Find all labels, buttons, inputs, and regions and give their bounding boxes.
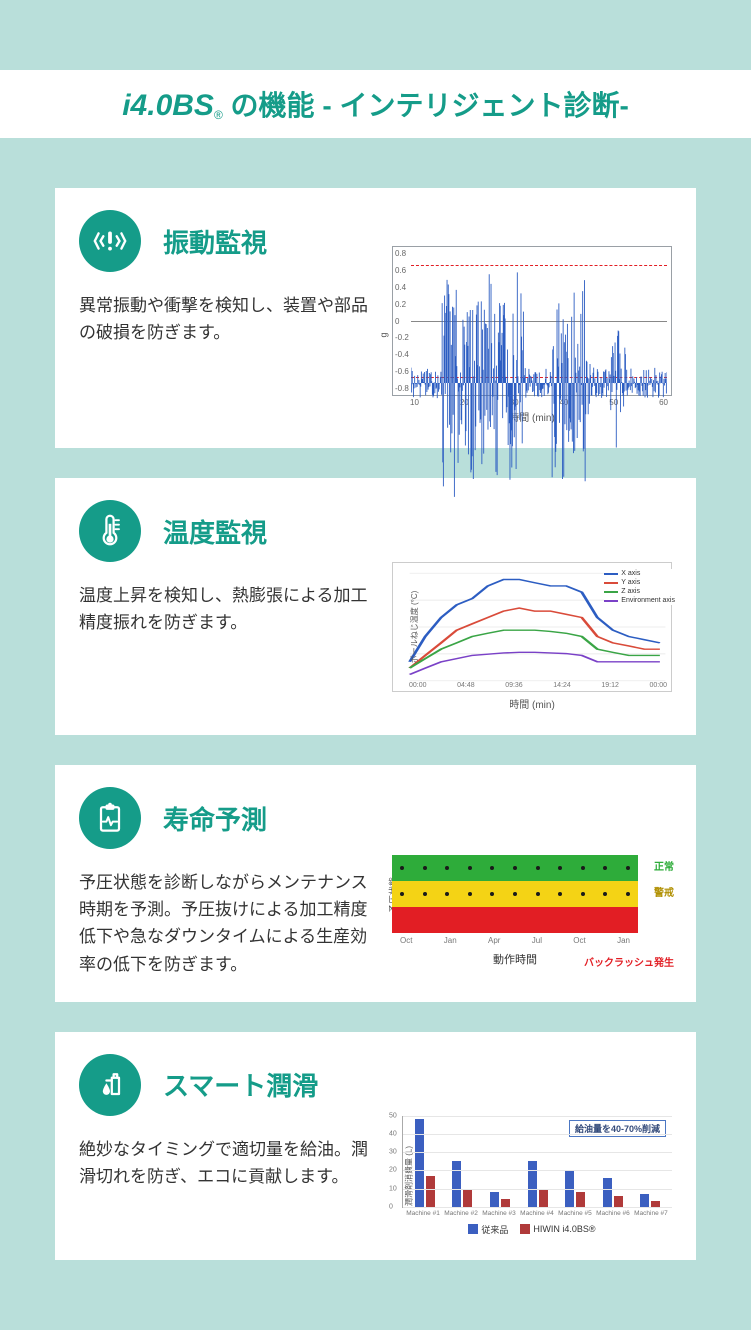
lube-chart: 潤滑剤消費量 (L) 給油量を40-70%削減 01020304050 Mach… (392, 1116, 672, 1237)
oil-can-icon (79, 1054, 141, 1116)
status-bands (392, 855, 638, 933)
card-body: 異常振動や衝撃を検知し、装置や部品の破損を防ぎます。 g 0.80.60.40.… (79, 292, 672, 424)
life-chart: 予圧状態 正常警戒 OctJanAprJulOctJan 動作時間 バックラッシ… (392, 855, 672, 967)
y-axis-ticks: 0.80.60.40.20-0.2-0.4-0.6-0.8 (395, 247, 409, 395)
product-logo: i4.0BS (122, 89, 214, 122)
x-axis-ticks: Machine #1Machine #2Machine #3Machine #4… (402, 1208, 672, 1217)
card-title: 温度監視 (163, 513, 267, 550)
card-description: 絶妙なタイミングで適切量を給油。潤滑切れを防ぎ、エコに貢献します。 (79, 1136, 374, 1190)
card-header: スマート潤滑 (79, 1054, 672, 1116)
thermometer-icon (79, 500, 141, 562)
vibration-plot: 0.80.60.40.20-0.2-0.4-0.6-0.8 (392, 246, 672, 396)
clipboard-heartbeat-icon (79, 787, 141, 849)
x-axis-label: 時間 (min) (392, 696, 672, 711)
card-body: 温度上昇を検知し、熱膨張による加工精度振れを防ぎます。 ボールねじ温度 (°C)… (79, 582, 672, 711)
bar-groups (409, 1116, 666, 1207)
legend: X axisY axisZ axisEnvironment axis (604, 569, 675, 605)
band-labels: 正常警戒 (654, 855, 674, 907)
card-description: 予圧状態を診断しながらメンテナンス時期を予測。予圧抜けによる加工精度低下や急なダ… (79, 869, 374, 978)
banner-subtitle: の機能 - インテリジェント診断- (223, 90, 629, 121)
title-banner: i4.0BS® の機能 - インテリジェント診断- (0, 70, 751, 138)
signal-svg (411, 255, 667, 511)
card-header: 寿命予測 (79, 787, 672, 849)
y-axis-label: g (379, 332, 389, 337)
legend: 従来品HIWIN i4.0BS® (392, 1223, 672, 1237)
card-title: 寿命予測 (163, 800, 267, 837)
vibration-chart: g 0.80.60.40.20-0.2-0.4-0.6-0.8 10203040… (392, 246, 672, 424)
temperature-chart: ボールねじ温度 (°C) X axisY axisZ axisEnvironme… (392, 562, 672, 711)
temperature-plot: ボールねじ温度 (°C) X axisY axisZ axisEnvironme… (392, 562, 672, 692)
card-description: 温度上昇を検知し、熱膨張による加工精度振れを防ぎます。 (79, 582, 374, 636)
card-body: 予圧状態を診断しながらメンテナンス時期を予測。予圧抜けによる加工精度低下や急なダ… (79, 869, 672, 978)
x-axis-ticks: 00:0004:4809:3614:2419:1200:00 (409, 682, 667, 689)
card-description: 異常振動や衝撃を検知し、装置や部品の破損を防ぎます。 (79, 292, 374, 346)
card-body: 絶妙なタイミングで適切量を給油。潤滑切れを防ぎ、エコに貢献します。 潤滑剤消費量… (79, 1136, 672, 1237)
page: i4.0BS® の機能 - インテリジェント診断- (0, 0, 751, 1330)
x-axis-ticks: OctJanAprJulOctJan (392, 933, 638, 945)
card-title: スマート潤滑 (163, 1066, 318, 1103)
cards-container: 振動監視 異常振動や衝撃を検知し、装置や部品の破損を防ぎます。 g 0.80.6… (0, 138, 751, 1260)
backlash-warning: バックラッシュ発生 (584, 954, 674, 969)
card-lubrication: スマート潤滑 絶妙なタイミングで適切量を給油。潤滑切れを防ぎ、エコに貢献します。… (55, 1032, 696, 1261)
vibration-icon (79, 210, 141, 272)
card-temperature: 温度監視 温度上昇を検知し、熱膨張による加工精度振れを防ぎます。 ボールねじ温度… (55, 478, 696, 735)
lube-plot: 給油量を40-70%削減 01020304050 (402, 1116, 672, 1208)
registered-mark: ® (214, 108, 223, 122)
card-vibration: 振動監視 異常振動や衝撃を検知し、装置や部品の破損を防ぎます。 g 0.80.6… (55, 188, 696, 448)
y-axis-label: ボールねじ温度 (°C) (409, 591, 420, 664)
card-life: 寿命予測 予圧状態を診断しながらメンテナンス時期を予測。予圧抜けによる加工精度低… (55, 765, 696, 1002)
card-title: 振動監視 (163, 223, 267, 260)
